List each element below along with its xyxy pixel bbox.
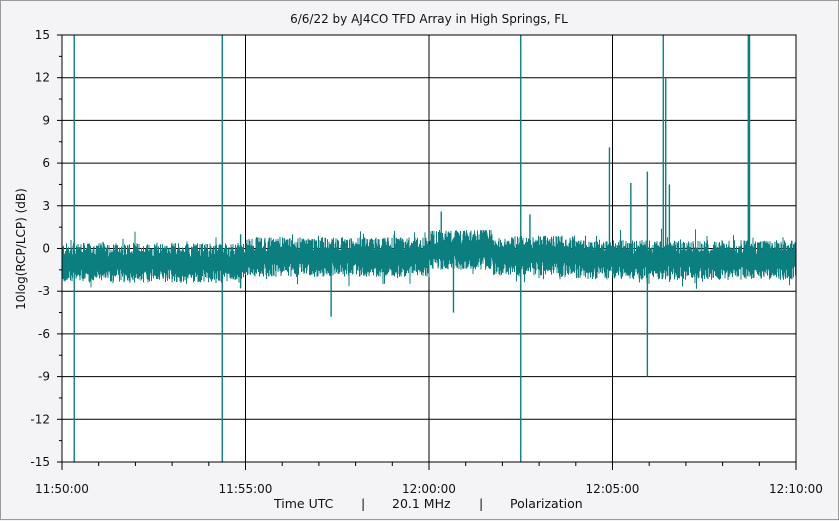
data-series [61, 35, 797, 462]
y-tick-label: 15 [35, 28, 50, 42]
x-axis-label-frequency: 20.1 MHz [392, 496, 451, 511]
y-tick-label: -12 [30, 412, 50, 426]
footer-separator: | [361, 496, 365, 511]
x-tick-label: 11:50:00 [35, 482, 89, 496]
x-tick-label: 12:05:00 [586, 482, 640, 496]
x-tick-label: 12:10:00 [769, 482, 823, 496]
y-tick-label: -6 [38, 327, 50, 341]
y-tick-label: -3 [38, 284, 50, 298]
y-tick-label: -9 [38, 370, 50, 384]
footer-separator: | [479, 496, 483, 511]
y-tick-label: 0 [42, 242, 50, 256]
y-tick-label: 6 [42, 156, 50, 170]
y-tick-label: -15 [30, 455, 50, 469]
x-tick-label: 11:55:00 [219, 482, 273, 496]
x-axis-label-time: Time UTC [273, 496, 334, 511]
x-axis-label-mode: Polarization [510, 496, 583, 511]
y-tick-label: 3 [42, 199, 50, 213]
y-axis-label: 10log(RCP/LCP) (dB) [14, 188, 28, 310]
x-axis-footer: Time UTC | 20.1 MHz | Polarization [273, 496, 583, 511]
x-tick-label: 12:00:00 [402, 482, 456, 496]
x-axis-ticks: 11:50:00 11:55:00 12:00:00 12:05:00 12:10:00 [35, 462, 823, 496]
y-tick-label: 9 [42, 113, 50, 127]
y-tick-label: 12 [35, 71, 50, 85]
chart-title: 6/6/22 by AJ4CO TFD Array in High Spring… [290, 12, 568, 26]
y-axis-ticks: 15 12 9 6 3 0 -3 -6 -9 -12 -15 [30, 28, 62, 469]
